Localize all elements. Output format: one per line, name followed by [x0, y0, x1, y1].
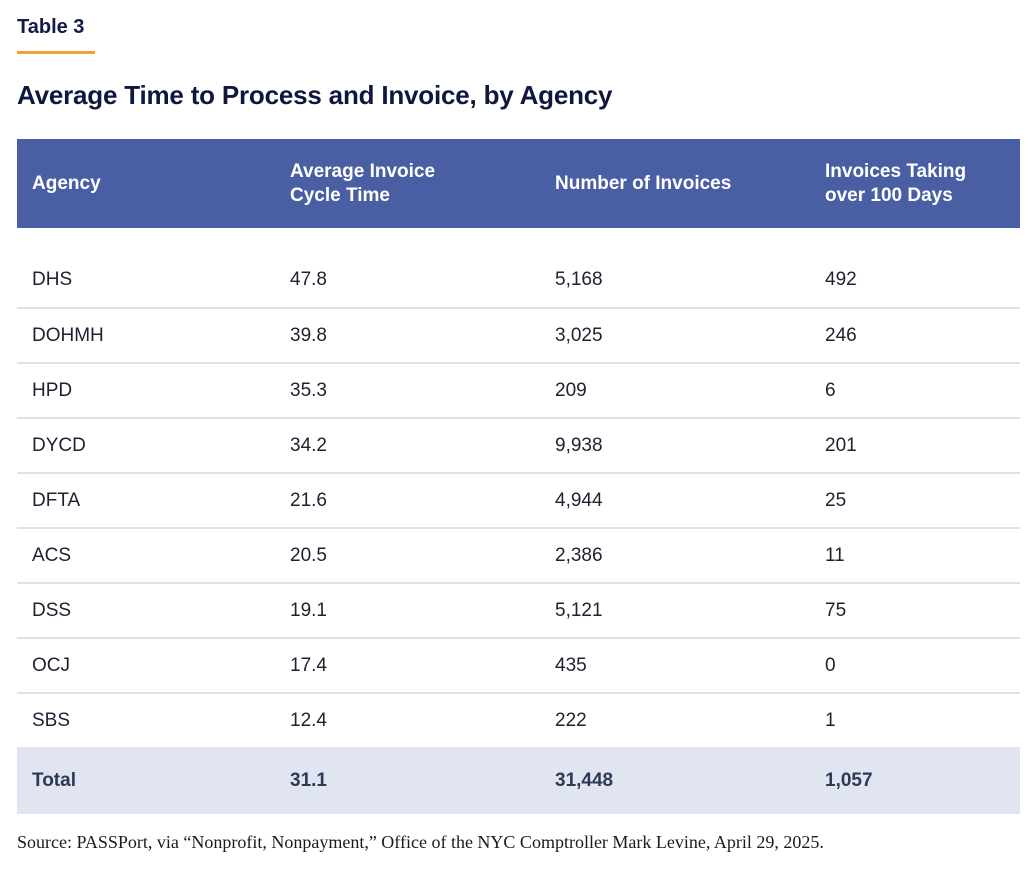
cell-num-invoices: 2,386 — [555, 544, 603, 566]
table-row: SBS 12.4 222 1 — [17, 692, 1020, 747]
cell-agency: OCJ — [32, 654, 70, 676]
cell-agency: DHS — [32, 268, 73, 290]
total-label: Total — [32, 769, 76, 791]
table-row: DHS 47.8 5,168 492 — [17, 252, 1020, 307]
cell-agency: ACS — [32, 544, 72, 566]
table-header-row: Agency Average Invoice Cycle Time Number… — [17, 139, 1020, 228]
cell-avg-cycle-time: 21.6 — [290, 489, 327, 511]
cell-over-100-days: 0 — [825, 654, 836, 676]
table-row: DOHMH 39.8 3,025 246 — [17, 307, 1020, 362]
cell-num-invoices: 5,168 — [555, 268, 603, 290]
cell-over-100-days: 246 — [825, 324, 857, 346]
cell-over-100-days: 201 — [825, 434, 857, 456]
table-row: DFTA 21.6 4,944 25 — [17, 472, 1020, 527]
header-agency: Agency — [17, 172, 275, 196]
cell-avg-cycle-time: 34.2 — [290, 434, 327, 456]
total-num-invoices: 31,448 — [555, 769, 614, 791]
header-invoices-over-100-days-label: Invoices Taking over 100 Days — [825, 160, 967, 206]
cell-avg-cycle-time: 47.8 — [290, 268, 327, 290]
cell-num-invoices: 209 — [555, 379, 587, 401]
table-row: ACS 20.5 2,386 11 — [17, 527, 1020, 582]
table-row: HPD 35.3 209 6 — [17, 362, 1020, 417]
header-invoices-over-100-days: Invoices Taking over 100 Days — [810, 160, 1020, 208]
report-table-page: Table 3 Average Time to Process and Invo… — [17, 16, 1020, 852]
cell-num-invoices: 3,025 — [555, 324, 603, 346]
cell-num-invoices: 5,121 — [555, 599, 603, 621]
table-label: Table 3 — [17, 16, 85, 38]
cell-over-100-days: 6 — [825, 379, 836, 401]
table-row: DSS 19.1 5,121 75 — [17, 582, 1020, 637]
source-note: Source: PASSPort, via “Nonprofit, Nonpay… — [17, 832, 824, 852]
cell-over-100-days: 75 — [825, 599, 847, 621]
data-table: Agency Average Invoice Cycle Time Number… — [17, 139, 1020, 814]
accent-rule — [17, 51, 95, 54]
table-body: DHS 47.8 5,168 492 DOHMH 39.8 3,025 246 … — [17, 252, 1020, 747]
header-avg-invoice-cycle-time: Average Invoice Cycle Time — [275, 160, 540, 208]
total-avg-cycle-time: 31.1 — [290, 769, 327, 791]
cell-agency: HPD — [32, 379, 73, 401]
cell-agency: DOHMH — [32, 324, 104, 346]
header-number-of-invoices: Number of Invoices — [540, 172, 810, 196]
total-over-100-days: 1,057 — [825, 769, 873, 791]
cell-avg-cycle-time: 35.3 — [290, 379, 327, 401]
table-total-row: Total 31.1 31,448 1,057 — [17, 747, 1020, 814]
cell-avg-cycle-time: 39.8 — [290, 324, 327, 346]
cell-agency: DSS — [32, 599, 72, 621]
cell-over-100-days: 25 — [825, 489, 847, 511]
cell-agency: SBS — [32, 709, 71, 731]
cell-avg-cycle-time: 12.4 — [290, 709, 327, 731]
table-row: DYCD 34.2 9,938 201 — [17, 417, 1020, 472]
cell-num-invoices: 4,944 — [555, 489, 603, 511]
header-number-of-invoices-label: Number of Invoices — [555, 172, 732, 194]
cell-over-100-days: 492 — [825, 268, 857, 290]
page-title: Average Time to Process and Invoice, by … — [17, 80, 613, 110]
header-avg-invoice-cycle-time-label: Average Invoice Cycle Time — [290, 160, 436, 206]
table-row: OCJ 17.4 435 0 — [17, 637, 1020, 692]
header-agency-label: Agency — [32, 172, 101, 194]
cell-avg-cycle-time: 20.5 — [290, 544, 327, 566]
cell-num-invoices: 9,938 — [555, 434, 603, 456]
cell-avg-cycle-time: 19.1 — [290, 599, 327, 621]
cell-over-100-days: 1 — [825, 709, 836, 731]
cell-avg-cycle-time: 17.4 — [290, 654, 327, 676]
cell-num-invoices: 435 — [555, 654, 587, 676]
cell-num-invoices: 222 — [555, 709, 587, 731]
cell-agency: DFTA — [32, 489, 81, 511]
cell-over-100-days: 11 — [825, 544, 845, 566]
cell-agency: DYCD — [32, 434, 86, 456]
